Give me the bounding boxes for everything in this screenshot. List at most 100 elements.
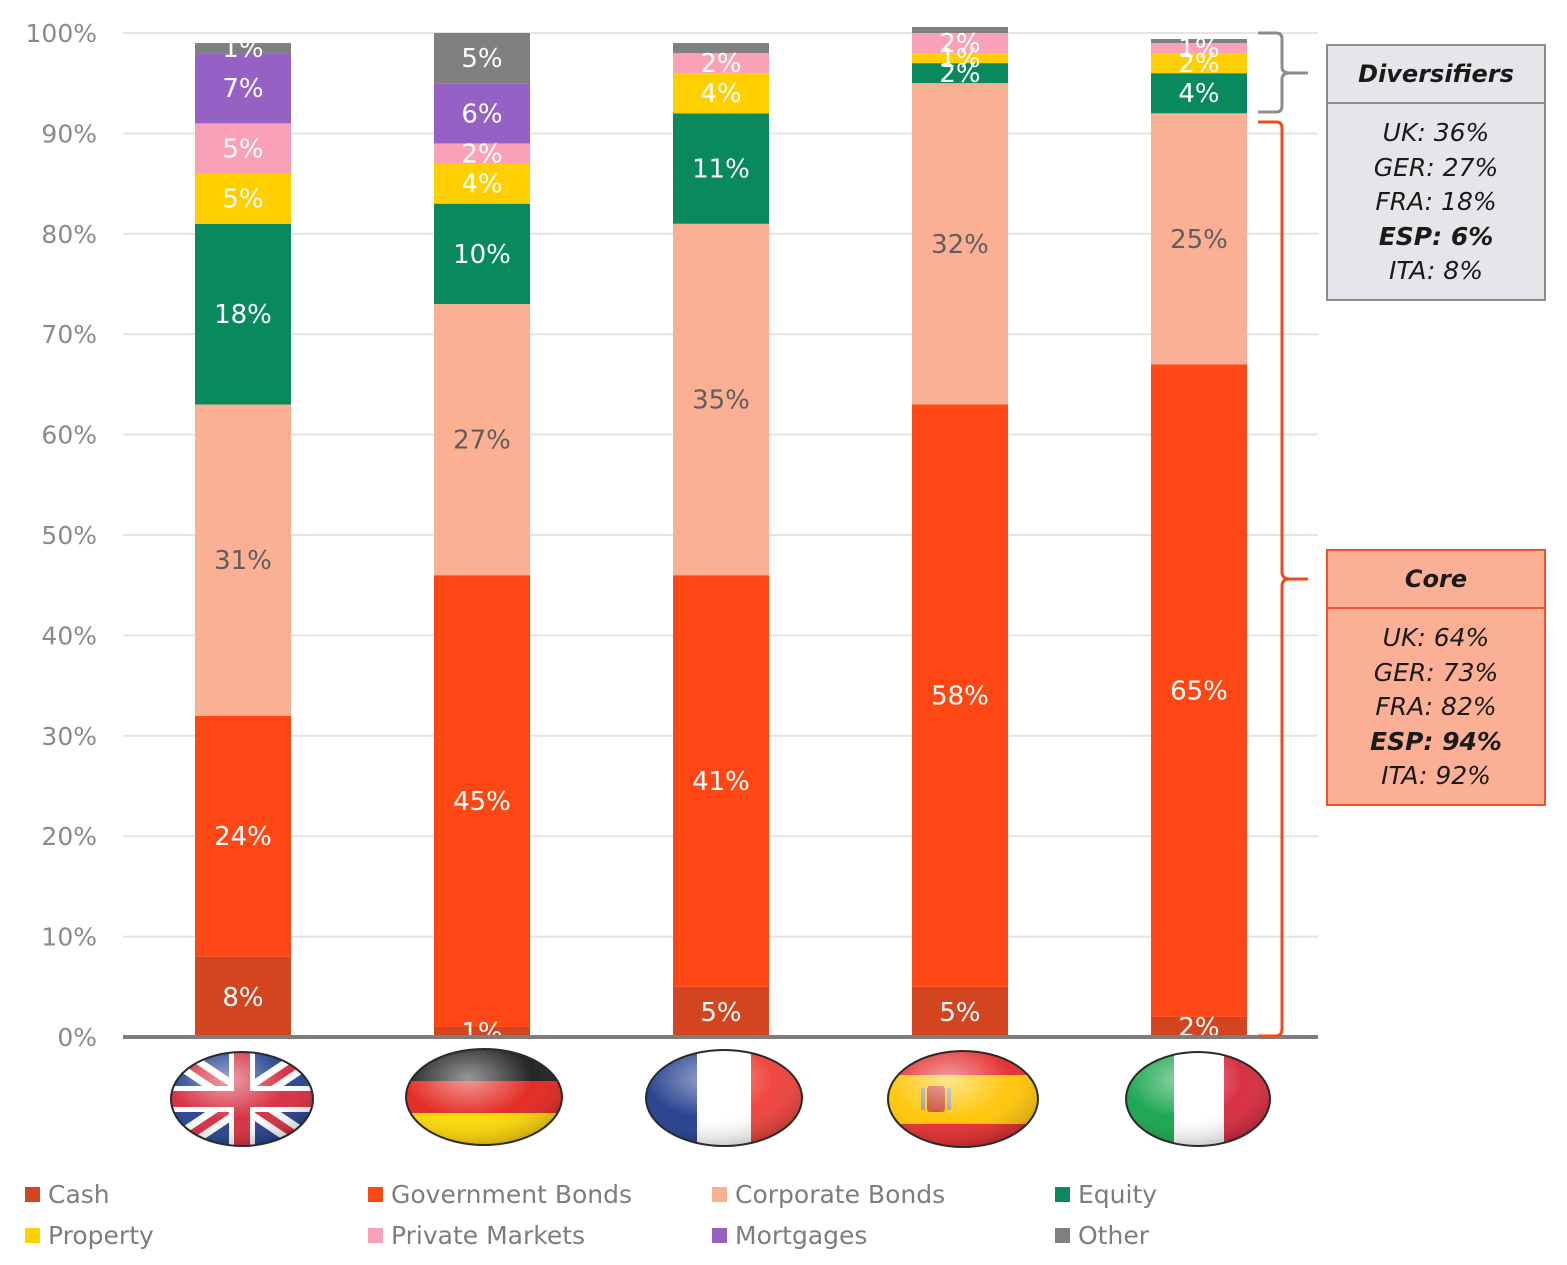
legend-label: Equity (1078, 1180, 1158, 1209)
bar-segment-other (673, 43, 769, 54)
y-tick-label: 10% (41, 923, 97, 952)
y-tick-label: 50% (41, 521, 97, 550)
core-ita: ITA: 92% (1381, 761, 1491, 790)
germany-flag-icon (405, 1048, 563, 1146)
data-label: 5% (461, 44, 502, 74)
data-label: 2% (700, 49, 741, 79)
italy-flag-icon (1125, 1051, 1271, 1147)
diversifiers-title: Diversifiers (1328, 46, 1544, 104)
diversifiers-uk: UK: 36% (1382, 118, 1490, 147)
legend-swatch (25, 1187, 40, 1202)
bar-segment-other (195, 43, 291, 54)
bar-segment-government-bonds (1151, 364, 1247, 1017)
bar-segment-other (1151, 39, 1247, 44)
y-tick-label: 70% (41, 320, 97, 349)
bar-segment-cash (912, 986, 1008, 1037)
bar-segment-government-bonds (195, 715, 291, 957)
uk-flag-icon (170, 1051, 314, 1147)
bar-segment-cash (673, 986, 769, 1037)
y-tick-label: 30% (41, 722, 97, 751)
legend-swatch (712, 1228, 727, 1243)
data-label: 1% (461, 1018, 502, 1048)
legend-item-cash: Cash (25, 1180, 110, 1209)
bar-segment-property (912, 53, 1008, 64)
bar-segment-equity (434, 203, 530, 305)
core-uk: UK: 64% (1382, 623, 1490, 652)
y-tick-label: 60% (41, 421, 97, 450)
data-label: 27% (453, 426, 511, 456)
bar-segment-government-bonds (434, 575, 530, 1027)
legend-label: Property (48, 1221, 154, 1250)
bar-segment-corporate-bonds (1151, 113, 1247, 365)
core-ger: GER: 73% (1373, 657, 1499, 687)
data-label: 5% (222, 185, 263, 215)
bar-segment-property (673, 73, 769, 114)
diversifiers-ita: ITA: 8% (1389, 256, 1483, 285)
data-label: 25% (1170, 225, 1228, 255)
bar-segment-equity (195, 223, 291, 405)
bar-segment-equity (912, 63, 1008, 84)
bar-segment-cash (434, 1026, 530, 1037)
legend-swatch (712, 1187, 727, 1202)
data-label: 41% (692, 767, 750, 797)
data-label: 11% (692, 155, 750, 185)
data-label: 1% (939, 44, 980, 74)
legend-label: Other (1078, 1221, 1149, 1250)
bar-segment-corporate-bonds (673, 223, 769, 576)
data-label: 45% (453, 787, 511, 817)
bar-segment-private-markets (912, 33, 1008, 54)
legend-label: Cash (48, 1180, 110, 1209)
data-label: 2% (939, 29, 980, 59)
data-label: 6% (461, 99, 502, 129)
core-esp: ESP: 94% (1370, 726, 1502, 756)
legend-swatch (1055, 1187, 1070, 1202)
data-label: 24% (214, 822, 272, 852)
bar-segment-mortgages (195, 53, 291, 124)
legend-item-property: Property (25, 1221, 154, 1250)
bar-segment-other (912, 26, 1008, 33)
diversifiers-ger: GER: 27% (1373, 152, 1499, 182)
bar-segment-equity (673, 113, 769, 224)
data-label: 5% (222, 134, 263, 164)
data-label: 65% (1170, 677, 1228, 707)
bar-segment-cash (195, 956, 291, 1037)
bar-segment-mortgages (434, 83, 530, 144)
data-label: 4% (461, 170, 502, 200)
data-label: 35% (692, 385, 750, 415)
legend-swatch (368, 1187, 383, 1202)
bar-segment-private-markets (434, 143, 530, 164)
legend-swatch (368, 1228, 383, 1243)
bar-segment-equity (1151, 73, 1247, 114)
bar-segment-property (1151, 53, 1247, 74)
bar-segment-government-bonds (912, 404, 1008, 987)
data-label: 5% (939, 998, 980, 1028)
legend-item-mortgages: Mortgages (712, 1221, 867, 1250)
bar-segment-cash (1151, 1016, 1247, 1037)
spain-flag-icon (887, 1050, 1039, 1148)
legend-label: Government Bonds (391, 1180, 633, 1209)
data-label: 4% (1178, 79, 1219, 109)
data-label: 5% (700, 998, 741, 1028)
bar-segment-private-markets (673, 53, 769, 74)
legend-item-equity: Equity (1055, 1180, 1157, 1209)
data-label: 2% (461, 139, 502, 169)
data-label: 8% (222, 983, 263, 1013)
legend-swatch (25, 1228, 40, 1243)
data-label: 1% (222, 34, 263, 64)
diversifiers-esp: ESP: 6% (1378, 221, 1494, 251)
y-tick-label: 40% (41, 621, 97, 650)
data-label: 10% (453, 240, 511, 270)
y-tick-label: 100% (26, 19, 97, 48)
diversifiers-box: Diversifiers UK: 36% GER: 27% FRA: 18% E… (1326, 44, 1546, 301)
data-label: 58% (931, 682, 989, 712)
bar-segment-corporate-bonds (912, 83, 1008, 405)
core-title: Core (1328, 551, 1544, 609)
bar-segment-private-markets (195, 123, 291, 174)
legend-item-other: Other (1055, 1221, 1149, 1250)
core-box: Core UK: 64% GER: 73% FRA: 82% ESP: 94% … (1326, 549, 1546, 806)
legend-label: Private Markets (391, 1221, 586, 1250)
france-flag-icon (645, 1049, 803, 1147)
legend-label: Mortgages (735, 1221, 868, 1250)
y-tick-label: 0% (57, 1023, 97, 1052)
core-bracket (1258, 120, 1308, 1038)
